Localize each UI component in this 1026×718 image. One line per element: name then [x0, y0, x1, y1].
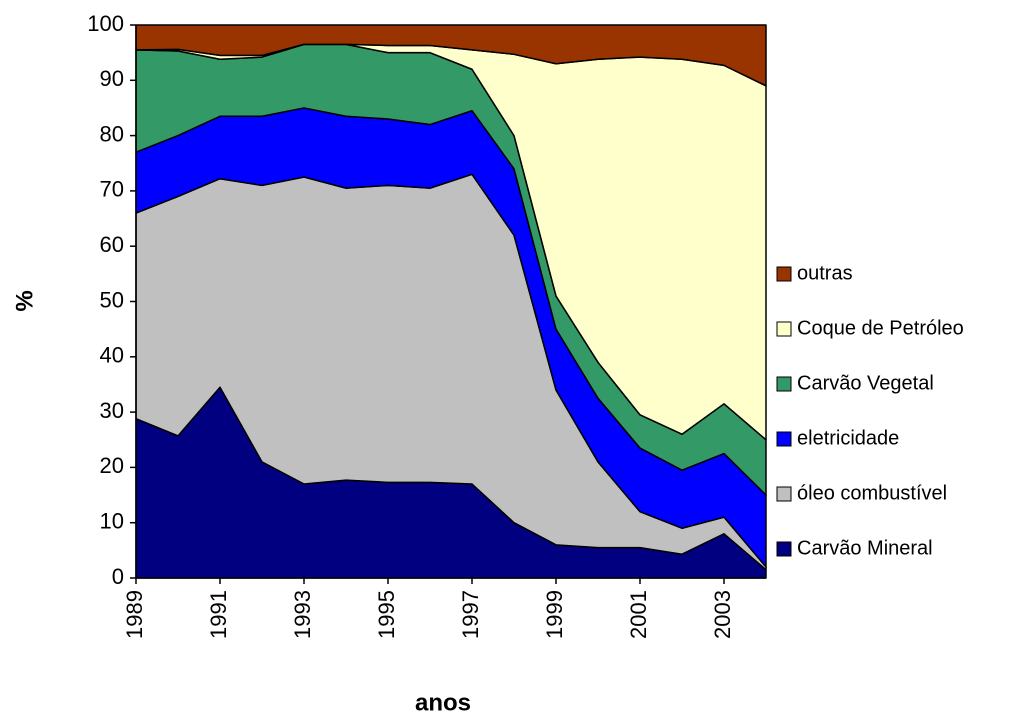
legend-label: Carvão Vegetal — [797, 372, 934, 394]
y-tick-label: 70 — [100, 177, 124, 202]
x-tick-label: 2003 — [710, 590, 735, 639]
x-tick-label: 1997 — [458, 590, 483, 639]
y-tick-label: 20 — [100, 453, 124, 478]
legend-swatch — [776, 486, 792, 502]
y-tick-label: 90 — [100, 66, 124, 91]
x-tick-label: 1995 — [374, 590, 399, 639]
legend-swatch — [776, 376, 792, 392]
y-tick-label: 60 — [100, 232, 124, 257]
area — [135, 24, 767, 87]
x-tick-label: 1991 — [206, 590, 231, 639]
legend-swatch — [776, 431, 792, 447]
y-tick-label: 50 — [100, 287, 124, 312]
legend-swatch — [776, 321, 792, 337]
x-tick-label: 1999 — [542, 590, 567, 639]
x-axis-title: anos — [415, 689, 471, 716]
x-tick-label: 2001 — [626, 590, 651, 639]
legend-label: Carvão Mineral — [797, 537, 933, 559]
legend-label: eletricidade — [797, 427, 899, 449]
y-tick-label: 40 — [100, 343, 124, 368]
legend-swatch — [776, 541, 792, 557]
y-tick-label: 100 — [87, 11, 124, 36]
legend-swatch — [776, 266, 792, 282]
y-axis-title: % — [11, 290, 38, 311]
x-tick-label: 1993 — [290, 590, 315, 639]
y-tick-label: 30 — [100, 398, 124, 423]
legend-label: outras — [797, 262, 853, 284]
legend-label: Coque de Petróleo — [797, 317, 964, 339]
y-tick-label: 10 — [100, 509, 124, 534]
legend-label: óleo combustível — [797, 482, 947, 504]
y-tick-label: 80 — [100, 121, 124, 146]
x-tick-label: 1989 — [122, 590, 147, 639]
y-tick-label: 0 — [112, 564, 124, 589]
